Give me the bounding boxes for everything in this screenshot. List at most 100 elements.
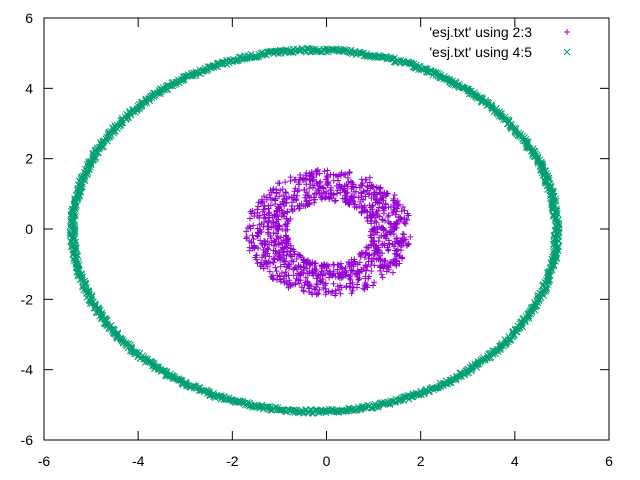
series-1-point xyxy=(338,271,345,278)
series-1-point xyxy=(277,201,284,208)
series-1-point xyxy=(273,190,280,197)
series-1-point xyxy=(315,190,322,197)
series-1-point xyxy=(330,280,337,287)
series-1-point xyxy=(371,218,378,225)
series-1-point xyxy=(277,187,284,194)
series-1-point xyxy=(293,266,300,273)
series-1-point xyxy=(274,211,281,218)
series-1-point xyxy=(321,168,328,175)
y-tick-label: 2 xyxy=(25,151,33,167)
series-2-point xyxy=(287,48,295,56)
legend-label-series-2: 'esj.txt' using 4:5 xyxy=(429,44,532,60)
series-1-point xyxy=(267,187,274,194)
series-1-point xyxy=(369,213,376,220)
series-1-point xyxy=(380,225,387,232)
series-1-point xyxy=(293,196,300,203)
series-1-point xyxy=(306,185,313,192)
series-1-point xyxy=(273,268,280,275)
y-tick-label: -6 xyxy=(21,432,34,448)
series-1-point xyxy=(407,233,414,240)
series-1-point xyxy=(307,261,314,268)
series-1-point xyxy=(396,260,403,267)
series-1-point xyxy=(265,210,272,217)
series-1-point xyxy=(346,275,353,282)
series-1-point xyxy=(287,252,294,259)
series-1-point xyxy=(364,263,371,270)
series-1-point xyxy=(320,184,327,191)
series-1-point xyxy=(391,197,398,204)
series-1-point xyxy=(266,209,273,216)
series-1-point xyxy=(296,205,303,212)
series-1-point xyxy=(261,249,268,256)
series-1-point xyxy=(264,223,271,230)
series-1-point xyxy=(298,270,305,277)
series-1-point xyxy=(270,219,277,226)
series-1-point xyxy=(283,215,290,222)
series-1-point xyxy=(327,189,334,196)
series-1-point xyxy=(349,287,356,294)
series-1-point xyxy=(389,269,396,276)
series-2-point xyxy=(430,69,438,77)
series-1-point xyxy=(391,238,398,245)
series-1-point xyxy=(246,247,253,254)
series-1-point xyxy=(276,204,283,211)
series-1-point xyxy=(320,284,327,291)
series-1-point xyxy=(324,262,331,269)
series-1-point xyxy=(397,247,404,254)
series-1-point xyxy=(367,261,374,268)
x-tick-label: 6 xyxy=(605,453,613,469)
series-1-point xyxy=(291,188,298,195)
series-1-point xyxy=(308,283,315,290)
series-1-point xyxy=(250,222,257,229)
series-1-point xyxy=(367,241,374,248)
series-1-point xyxy=(304,202,311,209)
series-1-point xyxy=(307,172,314,179)
series-1-point xyxy=(360,196,367,203)
series-2-point xyxy=(148,362,156,370)
series-1-point xyxy=(364,184,371,191)
series-1-point xyxy=(270,259,277,266)
series-1-point xyxy=(399,235,406,242)
series-1-point xyxy=(385,266,392,273)
series-1-point xyxy=(402,220,409,227)
series-1-point xyxy=(303,197,310,204)
series-1-point xyxy=(297,171,304,178)
series-1-point xyxy=(380,210,387,217)
series-1-point xyxy=(257,263,264,270)
series-1-point xyxy=(384,244,391,251)
series-1-point xyxy=(348,179,355,186)
series-1-point xyxy=(273,241,280,248)
series-1-point xyxy=(285,272,292,279)
series-1-point xyxy=(375,184,382,191)
series-1-point xyxy=(332,197,339,204)
series-1-point xyxy=(301,176,308,183)
series-1-point xyxy=(297,277,304,284)
series-1-point xyxy=(394,246,401,253)
series-1-point xyxy=(371,242,378,249)
series-1-point xyxy=(284,226,291,233)
series-1-point xyxy=(350,188,357,195)
series-1-point xyxy=(375,256,382,263)
series-1-point xyxy=(366,251,373,258)
series-1-point xyxy=(271,256,278,263)
series-1-point xyxy=(283,200,290,207)
series-2-point xyxy=(186,383,194,391)
series-1-point xyxy=(322,280,329,287)
series-1-point xyxy=(364,215,371,222)
series-1-point xyxy=(248,210,255,217)
series-1-point xyxy=(358,209,365,216)
series-1-point xyxy=(362,250,369,257)
series-1-point xyxy=(344,174,351,181)
series-1-point xyxy=(315,185,322,192)
x-tick-label: 4 xyxy=(511,453,519,469)
series-1-point xyxy=(247,225,254,232)
series-1-point xyxy=(326,194,333,201)
series-1-point xyxy=(386,262,393,269)
series-1-point xyxy=(260,223,267,230)
series-1-point xyxy=(266,241,273,248)
series-1-point xyxy=(282,232,289,239)
series-1-point xyxy=(284,208,291,215)
series-1-point xyxy=(356,184,363,191)
series-1-point xyxy=(351,256,358,263)
series-1-point xyxy=(296,181,303,188)
